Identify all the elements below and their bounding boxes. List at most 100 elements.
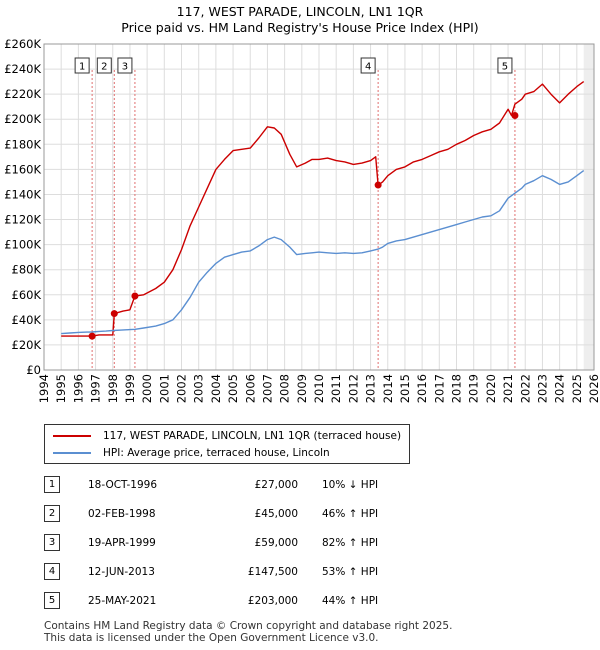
transaction-price: £203,000 [247, 594, 298, 607]
x-tick-label: 1999 [123, 374, 137, 403]
x-tick-label: 1995 [54, 374, 68, 403]
legend-label-hpi: HPI: Average price, terraced house, Linc… [103, 447, 330, 459]
x-tick-label: 2007 [260, 374, 274, 403]
legend-item-hpi: HPI: Average price, terraced house, Linc… [53, 445, 330, 461]
y-tick-label: £220K [4, 87, 41, 101]
x-tick-label: 1997 [89, 374, 103, 403]
transaction-label-box [360, 57, 376, 74]
transaction-hpi: 10% ↓ HPI [322, 478, 379, 491]
table-row: 3 19-APR-1999 £59,000 82% ↑ HPI [44, 528, 442, 557]
transaction-point [88, 332, 96, 340]
transaction-hpi: 82% ↑ HPI [322, 536, 379, 549]
transaction-label: 2 [101, 62, 107, 73]
transaction-label: 1 [79, 62, 85, 73]
x-tick-label: 2023 [535, 374, 549, 403]
transactions-table: 1 18-OCT-1996 £27,000 10% ↓ HPI 2 02-FEB… [44, 470, 442, 615]
transaction-number: 3 [44, 534, 60, 551]
transaction-label-box [74, 57, 90, 74]
x-tick-label: 2003 [192, 374, 206, 403]
transaction-point [511, 111, 519, 119]
property-price-line [61, 81, 585, 337]
x-tick-label: 2021 [501, 374, 515, 403]
x-tick-label: 2005 [226, 374, 240, 403]
transaction-label-box [96, 57, 112, 74]
x-tick-label: 1996 [71, 374, 85, 403]
x-tick-label: 2008 [278, 374, 292, 403]
x-tick-label: 2002 [175, 374, 189, 403]
transaction-date: 02-FEB-1998 [88, 507, 156, 520]
y-tick-label: £80K [12, 263, 42, 277]
transaction-hpi: 53% ↑ HPI [322, 565, 379, 578]
footer-copyright: Contains HM Land Registry data © Crown c… [44, 620, 453, 632]
x-tick-label: 2000 [140, 374, 154, 403]
y-tick-label: £40K [12, 313, 42, 327]
legend-label-property: 117, WEST PARADE, LINCOLN, LN1 1QR (terr… [103, 430, 402, 442]
y-tick-label: £180K [4, 137, 41, 151]
transaction-hpi: 44% ↑ HPI [322, 594, 379, 607]
x-tick-label: 2018 [450, 374, 464, 403]
forecast-shading [583, 44, 594, 370]
transaction-date: 12-JUN-2013 [88, 565, 155, 578]
transaction-point [374, 181, 382, 189]
x-tick-label: 2010 [312, 374, 326, 403]
y-tick-label: £0 [26, 363, 41, 377]
x-tick-label: 2004 [209, 374, 223, 403]
x-tick-label: 1998 [106, 374, 120, 403]
plot-frame [43, 43, 595, 371]
x-tick-label: 2016 [415, 374, 429, 403]
chart-legend: 117, WEST PARADE, LINCOLN, LN1 1QR (terr… [44, 424, 410, 464]
transaction-date: 25-MAY-2021 [88, 594, 157, 607]
transaction-label-box [497, 57, 513, 74]
x-tick-label: 2025 [570, 374, 584, 403]
transaction-hpi: 46% ↑ HPI [322, 507, 379, 520]
transaction-number: 5 [44, 592, 60, 609]
transaction-date: 18-OCT-1996 [88, 478, 157, 491]
x-tick-label: 2013 [364, 374, 378, 403]
transaction-date: 19-APR-1999 [88, 536, 156, 549]
transaction-price: £45,000 [254, 507, 298, 520]
transaction-number: 4 [44, 563, 60, 580]
y-tick-label: £200K [4, 112, 41, 126]
x-tick-label: 1994 [37, 374, 51, 403]
x-tick-label: 2009 [295, 374, 309, 403]
legend-swatch-hpi [53, 452, 91, 454]
x-tick-label: 2014 [381, 374, 395, 403]
transaction-point [131, 292, 139, 300]
transaction-label: 5 [502, 62, 508, 73]
x-tick-label: 2024 [553, 374, 567, 403]
table-row: 4 12-JUN-2013 £147,500 53% ↑ HPI [44, 557, 442, 586]
transaction-label: 4 [365, 62, 371, 73]
x-tick-label: 2019 [467, 374, 481, 403]
table-row: 1 18-OCT-1996 £27,000 10% ↓ HPI [44, 470, 442, 499]
transaction-price: £59,000 [254, 536, 298, 549]
y-tick-label: £100K [4, 238, 41, 252]
y-tick-label: £120K [4, 213, 41, 227]
x-tick-label: 2020 [484, 374, 498, 403]
x-tick-label: 2001 [157, 374, 171, 403]
legend-item-property: 117, WEST PARADE, LINCOLN, LN1 1QR (terr… [53, 428, 401, 444]
price-chart: 1 2 3 4 5 £0 £20K £40K £60K £80K £100K £120K £140K £1… [4, 37, 600, 403]
y-tick-label: £240K [4, 62, 41, 76]
hpi-line [61, 170, 585, 335]
transaction-price: £27,000 [254, 478, 298, 491]
transaction-number: 1 [44, 476, 60, 493]
chart-title: 117, WEST PARADE, LINCOLN, LN1 1QR [176, 4, 424, 19]
transaction-number: 2 [44, 505, 60, 522]
y-tick-label: £160K [4, 162, 41, 176]
x-tick-label: 2006 [243, 374, 257, 403]
x-tick-label: 2015 [398, 374, 412, 403]
x-tick-label: 2022 [518, 374, 532, 403]
footer: Contains HM Land Registry data © Crown c… [44, 620, 452, 644]
x-tick-label: 2011 [329, 374, 343, 403]
y-tick-label: £60K [12, 288, 42, 302]
table-row: 5 25-MAY-2021 £203,000 44% ↑ HPI [44, 586, 442, 615]
transaction-price: £147,500 [247, 565, 298, 578]
transaction-label: 3 [122, 62, 128, 73]
transaction-point [110, 310, 118, 318]
y-tick-label: £140K [4, 187, 41, 201]
y-tick-label: £260K [4, 37, 41, 51]
legend-swatch-property [53, 435, 91, 437]
x-tick-label: 2026 [587, 374, 600, 403]
x-tick-label: 2012 [346, 374, 360, 403]
chart-subtitle: Price paid vs. HM Land Registry's House … [121, 20, 479, 35]
